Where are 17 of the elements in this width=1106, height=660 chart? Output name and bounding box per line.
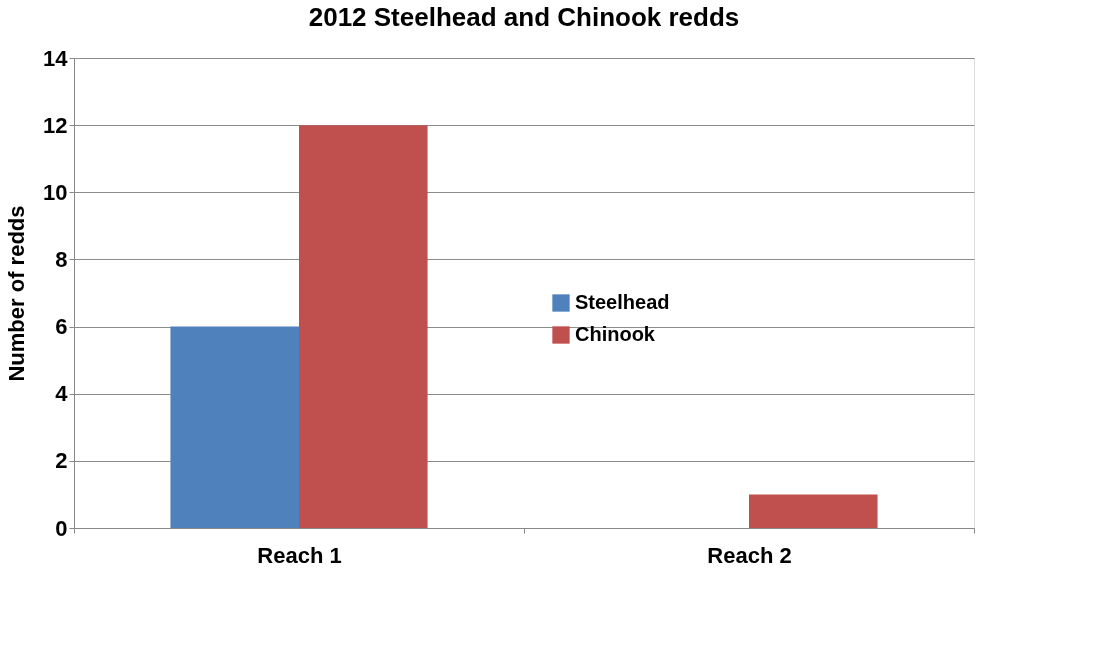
y-tick-label: 8	[55, 246, 68, 272]
x-tick-label: Reach 1	[257, 542, 342, 568]
y-tick-label: 14	[43, 45, 69, 71]
y-tick-label: 12	[43, 112, 68, 138]
y-tick-label: 6	[55, 314, 68, 340]
legend-label: Chinook	[575, 323, 656, 345]
x-tick-label: Reach 2	[707, 542, 792, 568]
y-tick-label: 2	[55, 448, 68, 474]
bar	[170, 326, 299, 528]
bar	[299, 125, 428, 528]
y-tick-label: 0	[55, 515, 68, 541]
y-tick-label: 4	[55, 381, 69, 407]
y-tick-label: 10	[43, 179, 68, 205]
legend-label: Steelhead	[575, 291, 670, 313]
chart-title: 2012 Steelhead and Chinook redds	[308, 2, 740, 32]
bar	[749, 494, 878, 528]
y-axis-title: Number of redds	[4, 205, 30, 382]
